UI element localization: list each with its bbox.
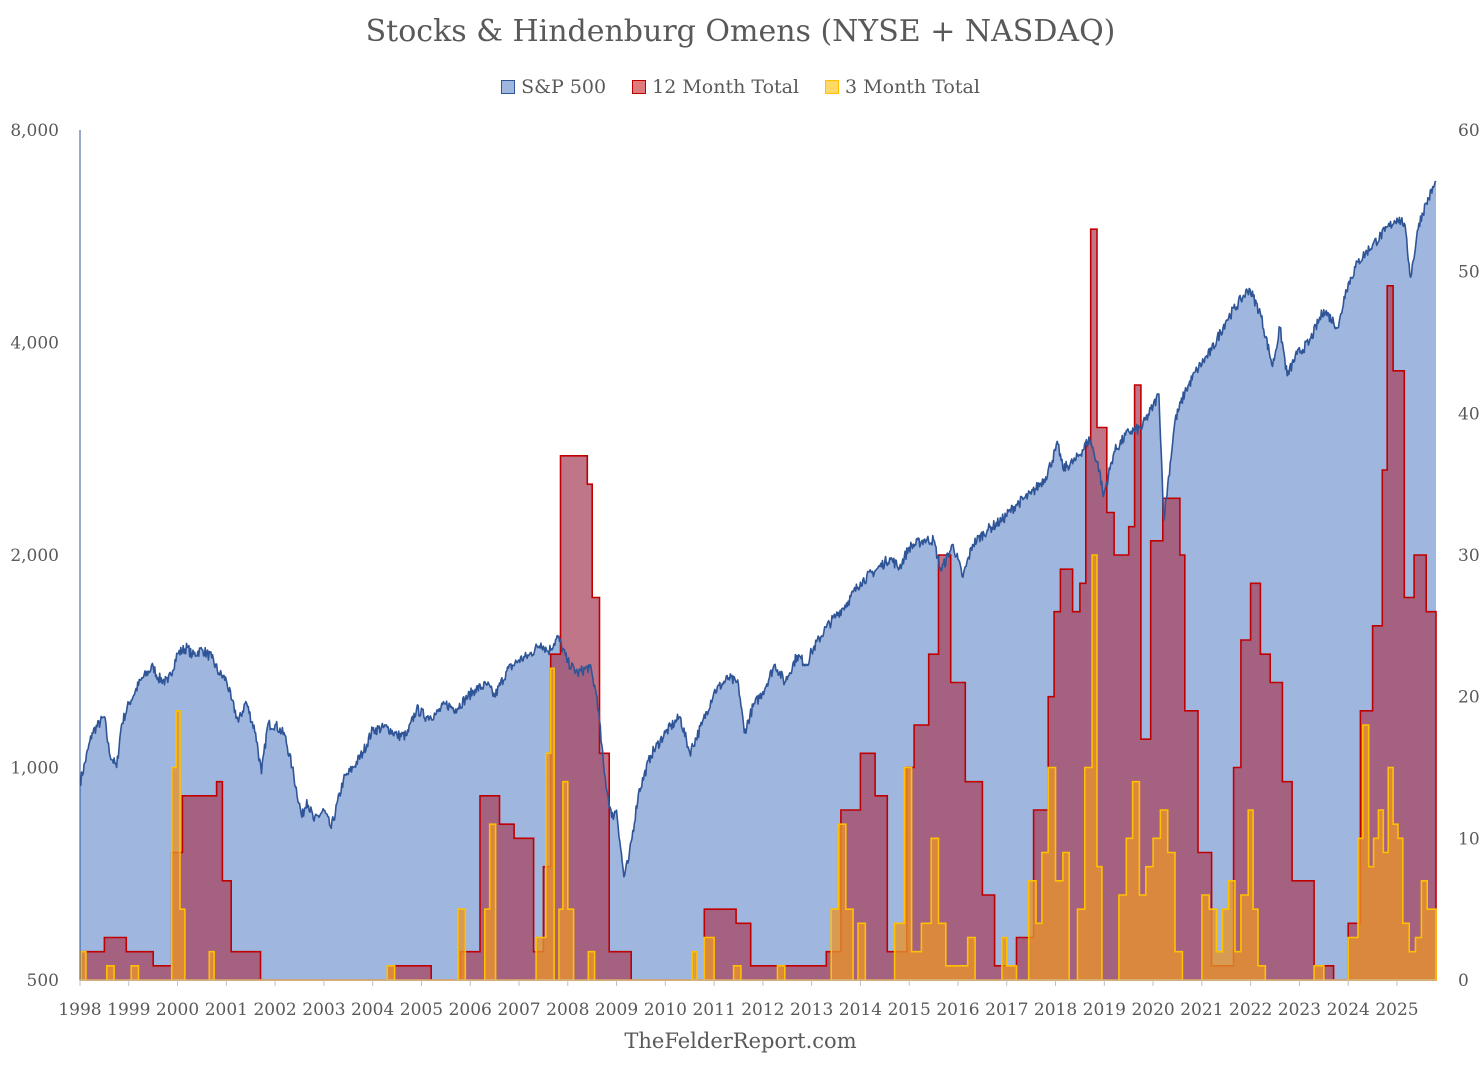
- x-tick-label: 2007: [497, 1000, 540, 1020]
- x-tick-label: 2013: [790, 1000, 833, 1020]
- x-tick-label: 2000: [156, 1000, 199, 1020]
- legend-item-3-month-total: 3 Month Total: [825, 76, 980, 98]
- x-tick-label: 2002: [253, 1000, 296, 1020]
- x-tick-label: 2019: [1083, 1000, 1126, 1020]
- x-tick-label: 2009: [595, 1000, 638, 1020]
- x-tick-label: 2025: [1375, 1000, 1418, 1020]
- x-tick-label: 2024: [1327, 1000, 1370, 1020]
- y-left-tick-label: 1,000: [10, 759, 59, 779]
- legend-label-sp500: S&P 500: [521, 76, 607, 98]
- sp500-area: [80, 181, 1436, 981]
- x-tick-label: 2012: [741, 1000, 784, 1020]
- y-right-tick-label: 60: [1458, 121, 1480, 141]
- x-tick-label: 2020: [1131, 1000, 1174, 1020]
- y-right-tick-label: 30: [1458, 546, 1480, 566]
- x-tick-label: 2014: [839, 1000, 882, 1020]
- axis-ticks: 500 1,000 2,000 4,000 8,000 0 10 20 30 40 50 60 1998…: [10, 121, 1479, 1020]
- x-tick-label: 1999: [107, 1000, 150, 1020]
- x-tick-label: 2015: [888, 1000, 931, 1020]
- y-left-tick-label: 2,000: [10, 546, 59, 566]
- legend-swatch-12-month: [632, 80, 647, 94]
- legend-label-12-month: 12 Month Total: [652, 76, 800, 98]
- x-tick-label: 2008: [546, 1000, 589, 1020]
- y-right-tick-label: 20: [1458, 688, 1480, 708]
- y-left-tick-label: 500: [27, 971, 59, 991]
- x-tick-label: 2005: [400, 1000, 443, 1020]
- x-tick-label: 2010: [644, 1000, 687, 1020]
- three-month-area: [80, 554, 1437, 981]
- x-tick-label: 2022: [1229, 1000, 1272, 1020]
- y-right-tick-label: 10: [1458, 829, 1480, 849]
- x-tick-label: 2023: [1278, 1000, 1321, 1020]
- y-left-tick-label: 8,000: [10, 121, 59, 141]
- x-tick-label: 2016: [936, 1000, 979, 1020]
- x-tick-label: 2001: [205, 1000, 248, 1020]
- chart-title: Stocks & Hindenburg Omens (NYSE + NASDAQ…: [365, 14, 1116, 49]
- x-tick-label: 1998: [58, 1000, 101, 1020]
- x-tick-label: 2003: [302, 1000, 345, 1020]
- plot-area: [79, 180, 1437, 981]
- legend-item-sp500: S&P 500: [501, 76, 606, 98]
- legend-item-12-month-total: 12 Month Total: [632, 76, 799, 98]
- sp500-line: [79, 180, 1437, 878]
- legend-label-3-month: 3 Month Total: [845, 76, 980, 98]
- chart-source: TheFelderReport.com: [624, 1029, 857, 1053]
- y-right-tick-label: 0: [1458, 971, 1469, 991]
- legend: S&P 500 12 Month Total 3 Month Total: [0, 76, 1481, 98]
- x-tick-label: 2021: [1180, 1000, 1223, 1020]
- x-tick-label: 2018: [1034, 1000, 1077, 1020]
- y-right-tick-label: 50: [1458, 263, 1480, 283]
- y-left-tick-label: 4,000: [10, 334, 59, 354]
- y-right-tick-label: 40: [1458, 404, 1480, 424]
- legend-swatch-sp500: [501, 80, 516, 94]
- x-tick-label: 2017: [985, 1000, 1028, 1020]
- x-tick-label: 2011: [692, 1000, 735, 1020]
- x-tick-label: 2004: [351, 1000, 394, 1020]
- x-tick-label: 2006: [449, 1000, 492, 1020]
- legend-swatch-3-month: [825, 80, 840, 94]
